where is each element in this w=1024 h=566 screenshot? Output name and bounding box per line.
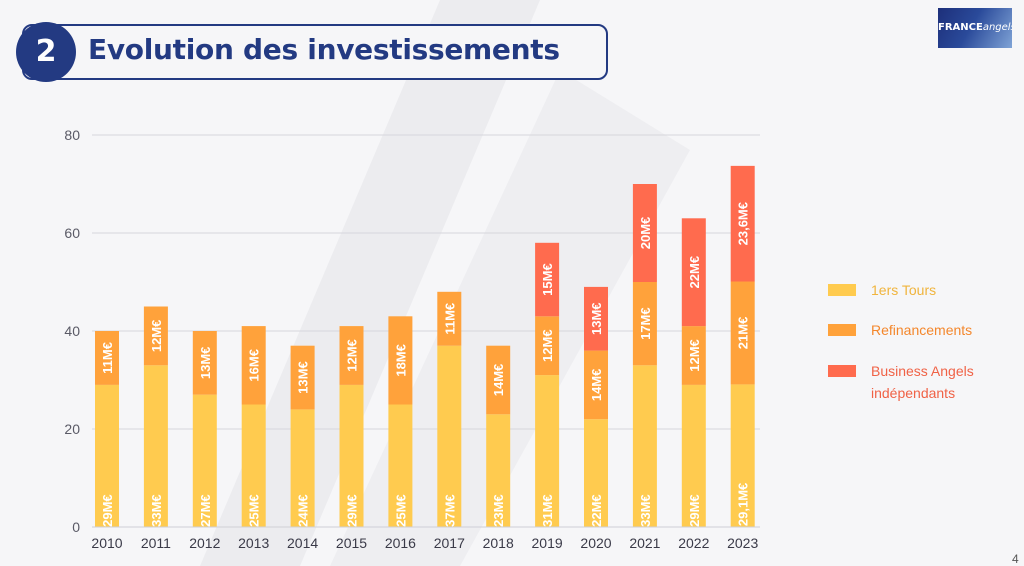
data-label: 12M€ — [540, 329, 555, 362]
y-tick-label: 60 — [64, 225, 80, 241]
data-label: 25M€ — [393, 494, 408, 527]
bar-ba-2019 — [535, 242, 560, 317]
bar-tours-2019 — [535, 375, 560, 527]
data-label: 21M€ — [736, 317, 751, 350]
legend-swatch — [828, 365, 856, 377]
data-label: 18M€ — [393, 344, 408, 377]
bar-tours-2014 — [290, 409, 315, 527]
section-number-badge: 2 — [16, 22, 76, 82]
bar-tours-2013 — [241, 404, 266, 527]
data-label: 33M€ — [638, 494, 653, 527]
y-tick-label: 80 — [64, 127, 80, 143]
bar-ba-2021 — [632, 184, 657, 282]
y-tick-label: 0 — [72, 519, 80, 535]
x-tick-label: 2021 — [629, 535, 660, 551]
y-tick-label: 20 — [64, 421, 80, 437]
x-tick-label: 2016 — [385, 535, 416, 551]
bar-refin-2016 — [388, 316, 413, 405]
bar-tours-2016 — [388, 404, 413, 527]
bar-refin-2010 — [95, 331, 119, 385]
bar-tours-2022 — [681, 384, 706, 527]
data-label: 29M€ — [100, 494, 115, 527]
data-label: 15M€ — [540, 263, 555, 296]
data-label: 13M€ — [589, 302, 604, 335]
bar-refin-2014 — [290, 345, 315, 410]
bar-refin-2022 — [681, 326, 706, 385]
data-label: 22M€ — [687, 256, 702, 289]
data-label: 12M€ — [149, 320, 164, 353]
bar-refin-2020 — [584, 350, 608, 420]
france-angels-logo: FRANCEangels — [938, 8, 1012, 48]
legend-swatch — [828, 284, 856, 296]
y-tick-label: 40 — [64, 323, 80, 339]
bar-tours-2012 — [192, 394, 217, 527]
title-frame — [22, 24, 608, 80]
legend-swatch — [828, 324, 856, 336]
bar-tours-2010 — [95, 384, 119, 527]
data-label: 11M€ — [100, 342, 115, 374]
data-label: 14M€ — [589, 369, 604, 402]
bar-refin-2015 — [339, 326, 364, 385]
data-label: 29M€ — [345, 494, 360, 527]
x-tick-label: 2020 — [580, 535, 611, 551]
bar-refin-2013 — [241, 326, 266, 405]
bar-refin-2021 — [632, 282, 657, 366]
bar-ba-2023 — [730, 165, 755, 282]
data-label: 23,6M€ — [736, 202, 751, 245]
x-tick-label: 2012 — [189, 535, 220, 551]
bar-refin-2011 — [143, 306, 168, 366]
legend-label: Business Angels indépendants — [871, 363, 974, 401]
data-label: 14M€ — [491, 364, 506, 397]
x-tick-label: 2018 — [483, 535, 514, 551]
data-label: 24M€ — [296, 494, 311, 527]
data-label: 27M€ — [198, 494, 213, 527]
data-label: 13M€ — [198, 347, 213, 380]
page-number: 4 — [1012, 552, 1019, 566]
bar-ba-2022 — [681, 218, 706, 327]
bar-refin-2017 — [437, 291, 462, 346]
bar-tours-2015 — [339, 384, 364, 527]
bar-tours-2018 — [486, 414, 511, 527]
data-label: 20M€ — [638, 217, 653, 250]
bar-refin-2023 — [730, 281, 755, 385]
data-label: 33M€ — [149, 494, 164, 527]
data-label: 37M€ — [442, 494, 457, 527]
bar-tours-2011 — [143, 365, 168, 527]
legend-label: 1ers Tours — [871, 282, 937, 298]
data-label: 23M€ — [491, 494, 506, 527]
bar-tours-2021 — [632, 365, 657, 527]
x-tick-label: 2015 — [336, 535, 367, 551]
x-tick-label: 2010 — [91, 535, 122, 551]
bar-tours-2023 — [730, 384, 755, 527]
bar-ba-2020 — [584, 286, 608, 351]
data-label: 12M€ — [345, 339, 360, 372]
data-label: 25M€ — [247, 494, 262, 527]
x-tick-label: 2022 — [678, 535, 709, 551]
data-label: 13M€ — [296, 361, 311, 394]
legend-label: Refinancements — [871, 322, 973, 338]
x-tick-label: 2017 — [434, 535, 465, 551]
data-label: 31M€ — [540, 494, 555, 527]
data-label: 16M€ — [247, 349, 262, 382]
x-tick-label: 2013 — [238, 535, 269, 551]
bar-refin-2019 — [535, 316, 560, 376]
page-title: Evolution des investissements — [88, 33, 560, 66]
x-tick-label: 2023 — [727, 535, 758, 551]
data-label: 29,1M€ — [736, 483, 751, 526]
x-tick-label: 2011 — [141, 535, 171, 551]
data-label: 17M€ — [638, 307, 653, 340]
bar-refin-2012 — [192, 331, 217, 395]
x-tick-label: 2014 — [287, 535, 318, 551]
bar-tours-2020 — [584, 419, 608, 527]
x-tick-label: 2019 — [532, 535, 563, 551]
data-label: 11M€ — [442, 303, 457, 335]
bar-tours-2017 — [437, 345, 462, 527]
data-label: 12M€ — [687, 339, 702, 372]
data-label: 29M€ — [687, 494, 702, 527]
bar-refin-2018 — [486, 345, 511, 415]
data-label: 22M€ — [589, 494, 604, 527]
